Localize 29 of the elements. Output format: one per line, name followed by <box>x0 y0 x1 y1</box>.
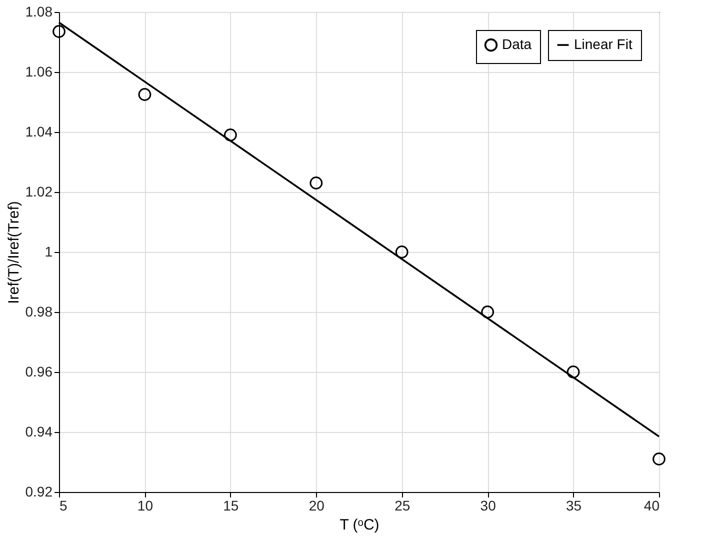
y-axis-title: Iref(T)/Iref(Tref) <box>5 201 22 304</box>
x-tick-label: 20 <box>308 498 325 514</box>
point <box>566 366 580 378</box>
x-tick-label: 25 <box>394 498 410 514</box>
y-tick-label: 0.94 <box>25 424 53 440</box>
point <box>652 452 666 466</box>
y-tick-label: 1.02 <box>25 184 53 200</box>
point <box>481 306 494 318</box>
x-tick-label: 10 <box>137 498 154 514</box>
x-axis-title: T (ᵒC) <box>340 516 380 534</box>
legend-label: Linear Fit <box>574 36 632 52</box>
y-tick-label: 1 <box>44 244 53 260</box>
point <box>138 88 152 101</box>
point <box>224 128 237 142</box>
x-tick-label: 40 <box>644 498 660 514</box>
x-tick-label: 30 <box>480 498 496 514</box>
x-tick-label: 5 <box>60 498 68 514</box>
y-tick-label: 0.98 <box>25 304 53 320</box>
point <box>310 176 323 190</box>
point <box>52 25 66 38</box>
y-tick-label: 1.06 <box>25 64 53 80</box>
y-tick-label: 0.96 <box>25 364 53 380</box>
point <box>395 246 408 258</box>
x-tick-label: 15 <box>223 498 239 514</box>
x-tick-label: 35 <box>566 498 582 514</box>
y-tick-label: 1.08 <box>25 4 53 20</box>
y-tick-label: 1.04 <box>25 124 53 140</box>
y-tick-label: 0.92 <box>25 484 53 500</box>
legend-label: Data <box>502 36 532 52</box>
